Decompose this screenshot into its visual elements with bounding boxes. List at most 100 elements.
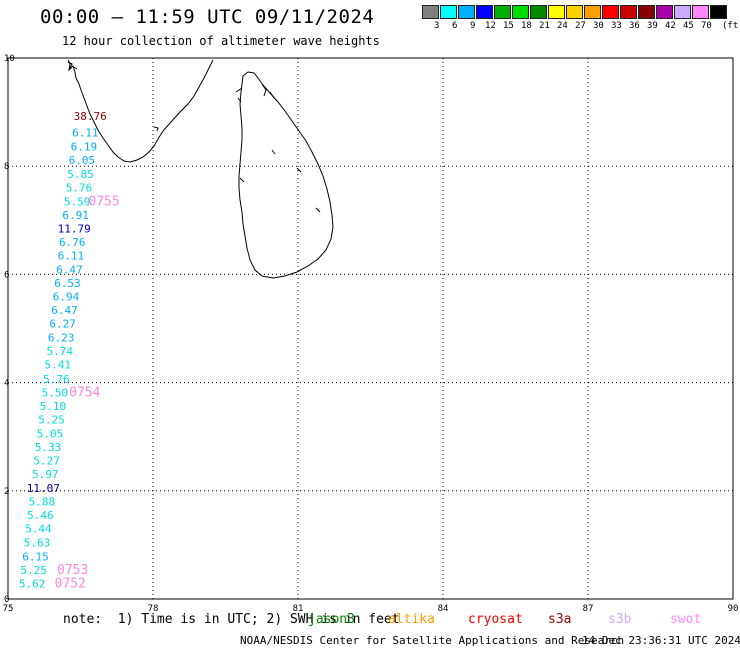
credit-text: NOAA/NESDIS Center for Satellite Applica… xyxy=(240,634,625,647)
legend-label: 27 xyxy=(575,21,586,31)
wave-height-label: 5.76 xyxy=(43,373,70,386)
x-tick-label: 78 xyxy=(148,604,159,614)
wave-height-label: 6.27 xyxy=(49,318,76,331)
y-axis-ticks: 0 2 4 6 8 10 xyxy=(4,54,15,605)
wave-height-label: 5.46 xyxy=(27,509,54,522)
y-tick-label: 4 xyxy=(4,379,9,389)
legend-swatch xyxy=(710,5,727,19)
wave-height-label: 6.11 xyxy=(58,249,85,262)
x-tick-label: 75 xyxy=(3,604,14,614)
legend-swatch xyxy=(584,5,601,19)
wave-height-label: 6.94 xyxy=(53,291,80,304)
satellite-name: jason3 xyxy=(308,612,355,627)
wave-height-label: 6.15 xyxy=(22,550,49,563)
legend-swatch xyxy=(602,5,619,19)
x-tick-label: 87 xyxy=(583,604,594,614)
wave-height-label: 11.07 xyxy=(27,482,60,495)
y-tick-label: 10 xyxy=(4,54,15,64)
legend-swatch xyxy=(494,5,511,19)
legend-swatch xyxy=(566,5,583,19)
y-tick-label: 8 xyxy=(4,162,9,172)
legend-label: 45 xyxy=(683,21,694,31)
wave-height-label: 6.11 xyxy=(72,127,99,140)
legend-unit: (ft) xyxy=(722,21,740,31)
wave-height-label: 5.25 xyxy=(20,564,47,577)
legend-label: 6 xyxy=(452,21,458,31)
y-tick-label: 6 xyxy=(4,270,9,280)
wave-height-label: 6.47 xyxy=(56,264,83,277)
legend-swatch xyxy=(440,5,457,19)
wave-height-label: 5.76 xyxy=(66,181,93,194)
satellite-name: s3a xyxy=(548,612,572,627)
legend-swatch xyxy=(692,5,709,19)
legend-swatch xyxy=(530,5,547,19)
legend-swatch xyxy=(512,5,529,19)
wave-height-label: 5.62 xyxy=(19,577,46,590)
x-tick-label: 84 xyxy=(438,604,449,614)
legend-label: 9 xyxy=(470,21,476,31)
observation-labels: 38.766.116.196.055.855.765.596.9111.796.… xyxy=(19,110,107,590)
wave-height-label: 6.23 xyxy=(48,332,75,345)
wave-height-label: 5.33 xyxy=(35,441,62,454)
legend-label: 42 xyxy=(665,21,676,31)
x-axis-ticks: 75 78 81 84 87 90 xyxy=(3,604,739,614)
wave-height-label: 5.88 xyxy=(29,496,56,509)
wave-height-label: 5.63 xyxy=(24,537,51,550)
legend-label: 18 xyxy=(521,21,532,31)
legend-swatch xyxy=(548,5,565,19)
legend-swatch xyxy=(674,5,691,19)
wave-height-label: 6.05 xyxy=(69,154,96,167)
wave-height-label: 5.44 xyxy=(25,523,52,536)
x-tick-label: 90 xyxy=(728,604,739,614)
legend-swatches xyxy=(422,5,728,19)
wave-height-label: 6.19 xyxy=(71,141,98,154)
legend-swatch xyxy=(476,5,493,19)
grid-lines xyxy=(8,58,733,599)
wave-height-label: 5.10 xyxy=(40,400,67,413)
wave-height-label: 38.76 xyxy=(74,110,107,123)
map-subtitle: 12 hour collection of altimeter wave hei… xyxy=(62,34,380,48)
wave-height-label: 5.97 xyxy=(32,468,59,481)
legend-label: 70 xyxy=(701,21,712,31)
x-tick-label: 81 xyxy=(293,604,304,614)
satellite-name: cryosat xyxy=(468,612,523,627)
legend-label: 21 xyxy=(539,21,550,31)
legend-swatch xyxy=(458,5,475,19)
wave-height-label: 5.25 xyxy=(38,413,65,426)
legend-label: 24 xyxy=(557,21,568,31)
plot-frame xyxy=(7,57,734,600)
y-tick-label: 0 xyxy=(4,595,9,605)
sri-lanka-coastline xyxy=(238,71,334,279)
wave-height-label: 5.41 xyxy=(45,359,72,372)
legend-swatch xyxy=(638,5,655,19)
wave-height-label: 5.59 xyxy=(64,195,91,208)
legend-label: 30 xyxy=(593,21,604,31)
legend-swatch xyxy=(620,5,637,19)
wave-height-label: 6.53 xyxy=(54,277,81,290)
footer-note: note: 1) Time is in UTC; 2) SWH is in fe… xyxy=(63,612,400,627)
legend-label: 33 xyxy=(611,21,622,31)
pass-time-label: 0752 xyxy=(55,576,86,591)
satellite-name: altika xyxy=(388,612,435,627)
wave-height-label: 6.76 xyxy=(59,236,86,249)
wave-height-label: 6.91 xyxy=(62,209,89,222)
legend-swatch xyxy=(422,5,439,19)
y-tick-label: 2 xyxy=(4,487,9,497)
generated-timestamp: 14 Dec 23:36:31 UTC 2024 xyxy=(582,634,740,647)
pass-time-label: 0755 xyxy=(88,194,119,209)
legend-label: 36 xyxy=(629,21,640,31)
satellite-name: swot xyxy=(670,612,702,627)
india-coastline xyxy=(67,59,214,163)
wave-height-label: 5.74 xyxy=(46,345,73,358)
pass-time-label: 0753 xyxy=(57,563,88,578)
sri-lanka-coast-detail xyxy=(235,83,321,213)
pass-time-label: 0754 xyxy=(69,385,100,400)
legend-label: 39 xyxy=(647,21,658,31)
wave-height-label: 11.79 xyxy=(58,222,91,235)
wave-height-label: 5.85 xyxy=(67,168,94,181)
legend-label: 3 xyxy=(434,21,440,31)
